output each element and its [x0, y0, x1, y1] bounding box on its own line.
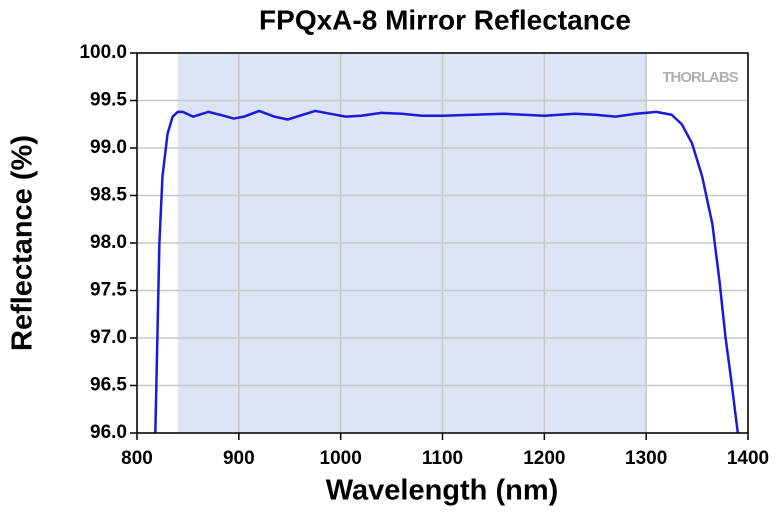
x-tick-label: 1000	[320, 448, 362, 469]
plot-frame	[136, 52, 749, 434]
y-axis-label: Reflectance (%)	[7, 135, 39, 351]
y-tick-label: 98.0	[90, 232, 127, 253]
y-tick-label: 96.5	[90, 375, 127, 396]
y-tick-label: 99.5	[90, 90, 127, 111]
line	[154, 109, 740, 434]
chart-title: FPQxA-8 Mirror Reflectance	[259, 4, 631, 35]
y-tick-label: 97.5	[90, 280, 127, 301]
y-tick-label: 96.0	[90, 422, 127, 443]
x-tick-label: 1400	[727, 448, 769, 469]
y-tick-label: 98.5	[90, 185, 127, 206]
watermark: THORLABS	[662, 69, 738, 86]
x-tick-label: 1100	[422, 448, 463, 469]
y-tick-label: 99.0	[90, 137, 127, 158]
x-tick-label: 1200	[523, 448, 565, 469]
x-tick-label: 900	[223, 448, 255, 469]
y-tick-label: 97.0	[90, 327, 127, 348]
y-tick-label: 100.0	[79, 42, 127, 63]
x-tick-label: 800	[121, 448, 153, 469]
x-axis-label: Wavelength (nm)	[326, 475, 559, 507]
x-tick-label: 1300	[625, 448, 667, 469]
